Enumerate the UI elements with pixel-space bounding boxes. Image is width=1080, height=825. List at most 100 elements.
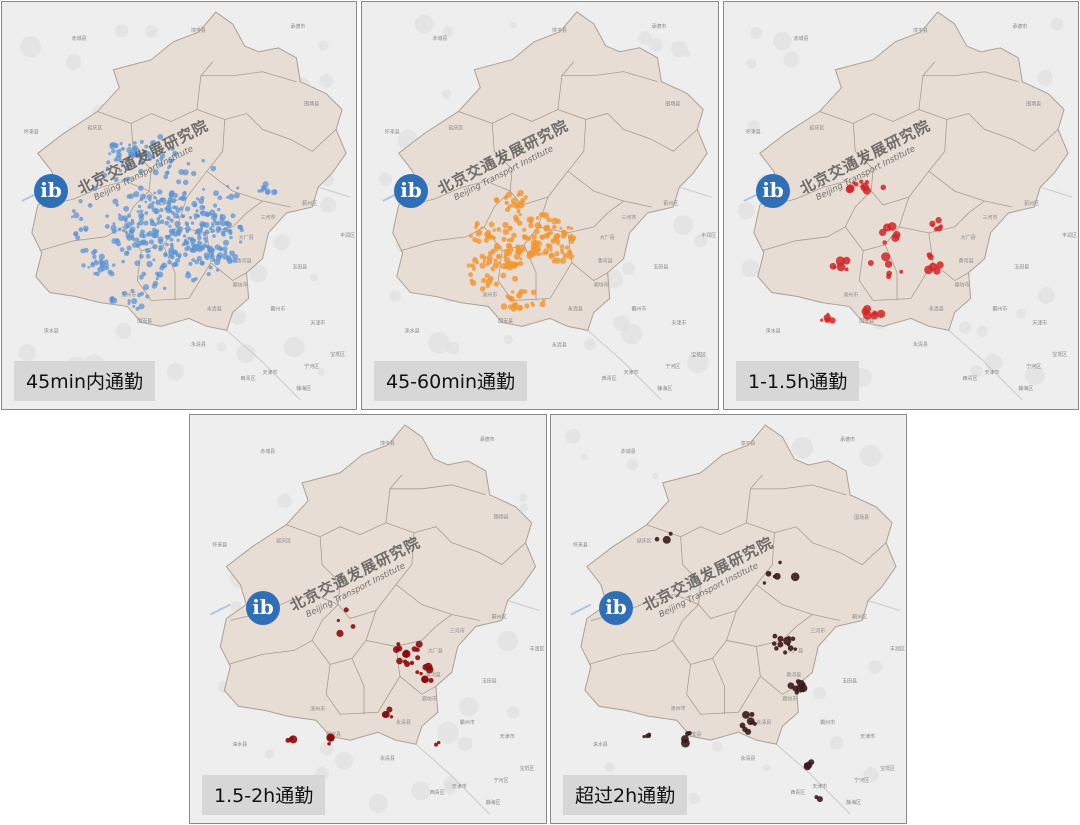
terrain-patch bbox=[1037, 287, 1055, 304]
place-label: 围场县 bbox=[304, 101, 319, 108]
commute-density-dot bbox=[211, 224, 215, 228]
commute-density-dot bbox=[350, 624, 356, 629]
terrain-patch bbox=[747, 120, 760, 132]
commute-density-dot bbox=[183, 252, 188, 258]
commute-density-dot bbox=[83, 225, 89, 232]
district-border bbox=[686, 664, 761, 715]
place-label: 赤城县 bbox=[260, 448, 275, 455]
place-label: 三河市 bbox=[983, 214, 998, 221]
commute-density-dot bbox=[167, 259, 172, 265]
place-label: 延庆区 bbox=[637, 538, 652, 545]
commute-density-dot bbox=[482, 260, 486, 264]
commute-density-dot bbox=[484, 231, 491, 238]
commute-density-dot bbox=[81, 263, 86, 268]
commute-density-dot bbox=[872, 310, 878, 316]
commute-density-dot bbox=[472, 257, 479, 264]
terrain-patch bbox=[694, 234, 708, 248]
commute-density-dot bbox=[185, 229, 190, 234]
commute-density-dot bbox=[519, 257, 523, 261]
commute-density-dot bbox=[148, 249, 152, 253]
commute-density-dot bbox=[884, 260, 893, 268]
place-label: 大厂县 bbox=[961, 234, 976, 241]
beijing-boundary bbox=[753, 11, 1069, 331]
commute-density-dot bbox=[158, 245, 164, 251]
commute-density-dot bbox=[511, 232, 517, 239]
place-label: 香河县 bbox=[237, 258, 252, 265]
commute-density-dot bbox=[178, 255, 182, 259]
commute-density-dot bbox=[482, 255, 487, 261]
terrain-patch bbox=[712, 741, 723, 752]
commute-density-dot bbox=[844, 267, 849, 272]
place-label: 怀来县 bbox=[573, 542, 588, 549]
commute-density-dot bbox=[164, 170, 170, 176]
commute-density-dot bbox=[136, 153, 141, 158]
place-label: 大厂县 bbox=[788, 647, 803, 654]
place-label: 丰润区 bbox=[701, 232, 716, 239]
commute-density-dot bbox=[226, 255, 232, 261]
beijing-boundary bbox=[580, 424, 897, 745]
terrain-patch bbox=[414, 14, 434, 34]
commute-density-dot bbox=[510, 290, 515, 294]
terrain-patch bbox=[1037, 69, 1053, 86]
commute-density-dot bbox=[526, 216, 533, 223]
commute-density-dot bbox=[801, 682, 806, 687]
place-label: 玉田县 bbox=[1014, 265, 1029, 271]
place-label: 天津市 bbox=[500, 733, 515, 740]
commute-density-dot bbox=[73, 212, 80, 219]
place-label: 西青区 bbox=[241, 375, 256, 382]
commute-density-dot bbox=[87, 265, 91, 269]
place-label: 霸州市 bbox=[632, 305, 647, 312]
commute-density-dot bbox=[808, 759, 815, 766]
district-border bbox=[385, 522, 526, 566]
commute-density-dot bbox=[133, 191, 140, 198]
commute-density-dot bbox=[739, 722, 746, 729]
commute-density-dot bbox=[559, 226, 563, 230]
commute-density-dot bbox=[152, 243, 158, 250]
commute-density-dot bbox=[169, 190, 175, 196]
commute-density-dot bbox=[554, 257, 561, 264]
commute-density-dot bbox=[222, 239, 230, 246]
commute-density-dot bbox=[233, 192, 240, 199]
place-label: 蓟州区 bbox=[302, 200, 317, 207]
terrain-patch bbox=[309, 273, 319, 282]
beijing-boundary bbox=[31, 11, 347, 331]
road-line bbox=[679, 186, 712, 198]
commute-density-dot bbox=[386, 706, 393, 713]
terrain-patch bbox=[115, 24, 129, 38]
commute-density-dot bbox=[343, 607, 349, 613]
place-label: 涿州市 bbox=[671, 705, 686, 712]
place-label: 玉田县 bbox=[653, 265, 668, 271]
place-label: 丰润区 bbox=[1062, 232, 1077, 239]
commute-density-dot bbox=[168, 209, 172, 213]
commute-density-dot bbox=[198, 244, 204, 251]
commute-density-dot bbox=[803, 762, 808, 767]
place-label: 香河县 bbox=[959, 258, 974, 265]
place-label: 天津市 bbox=[310, 319, 325, 326]
commute-density-dot bbox=[541, 298, 546, 303]
place-label: 静海区 bbox=[1018, 385, 1033, 392]
place-label: 廊坊市 bbox=[422, 695, 437, 702]
commute-density-dot bbox=[534, 241, 540, 246]
river-line bbox=[570, 603, 592, 616]
commute-density-dot bbox=[186, 245, 191, 251]
commute-density-dot bbox=[530, 289, 537, 296]
place-label: 永清县 bbox=[913, 341, 928, 348]
commute-density-dot bbox=[136, 225, 140, 229]
terrain-patch bbox=[519, 503, 529, 513]
commute-density-dot bbox=[136, 210, 140, 214]
commute-density-dot bbox=[124, 224, 130, 230]
commute-density-dot bbox=[516, 220, 523, 226]
commute-density-dot bbox=[156, 220, 161, 225]
place-label: 天津市 bbox=[860, 733, 875, 740]
terrain-patch bbox=[746, 58, 757, 69]
district-border bbox=[458, 61, 575, 124]
commute-density-dot bbox=[105, 214, 109, 218]
commute-density-dot bbox=[121, 147, 125, 151]
commute-density-dot bbox=[223, 226, 229, 233]
place-label: 永清县 bbox=[396, 719, 411, 726]
place-label: 滦平县 bbox=[740, 440, 755, 447]
commute-density-dot bbox=[191, 258, 196, 262]
road-line bbox=[775, 743, 851, 815]
commute-density-dot bbox=[662, 535, 671, 544]
commute-density-dot bbox=[80, 248, 86, 254]
